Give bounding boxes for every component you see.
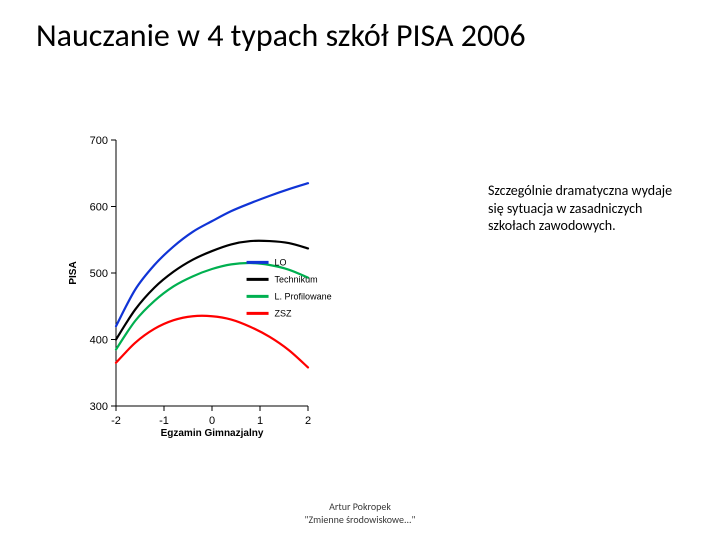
slide-footer: Artur Pokropek "Zmienne środowiskowe..." <box>0 501 720 526</box>
svg-text:-1: -1 <box>159 415 169 427</box>
svg-text:1: 1 <box>257 415 263 427</box>
chart-svg: 300 400 500 600 700 -2 -1 0 1 2 Egzamin Gimnazjaln… <box>58 130 438 440</box>
svg-text:600: 600 <box>90 202 108 214</box>
pisa-line-chart: 300 400 500 600 700 -2 -1 0 1 2 Egzamin Gimnazjaln… <box>58 130 438 440</box>
svg-text:Technikum: Technikum <box>275 274 318 284</box>
svg-text:2: 2 <box>305 415 311 427</box>
side-note: Szczególnie dramatyczna wydaje się sytua… <box>488 182 678 235</box>
svg-text:500: 500 <box>90 268 108 280</box>
series-lo <box>116 183 308 326</box>
slide-title: Nauczanie w 4 typach szkół PISA 2006 <box>36 18 684 55</box>
footer-subtitle: "Zmienne środowiskowe..." <box>0 514 720 527</box>
svg-text:700: 700 <box>90 135 108 147</box>
slide: Nauczanie w 4 typach szkół PISA 2006 300… <box>0 0 720 540</box>
svg-text:Egzamin Gimnazjalny: Egzamin Gimnazjalny <box>161 428 264 439</box>
svg-text:0: 0 <box>209 415 215 427</box>
svg-text:-2: -2 <box>111 415 121 427</box>
svg-text:ZSZ: ZSZ <box>275 308 293 318</box>
svg-text:LO: LO <box>275 257 287 267</box>
svg-text:300: 300 <box>90 401 108 413</box>
series-zsz <box>116 316 308 368</box>
footer-author: Artur Pokropek <box>0 501 720 514</box>
svg-text:400: 400 <box>90 335 108 347</box>
svg-text:PISA: PISA <box>68 261 79 284</box>
series-technikum <box>116 241 308 340</box>
svg-text:L. Profilowane: L. Profilowane <box>275 291 332 301</box>
